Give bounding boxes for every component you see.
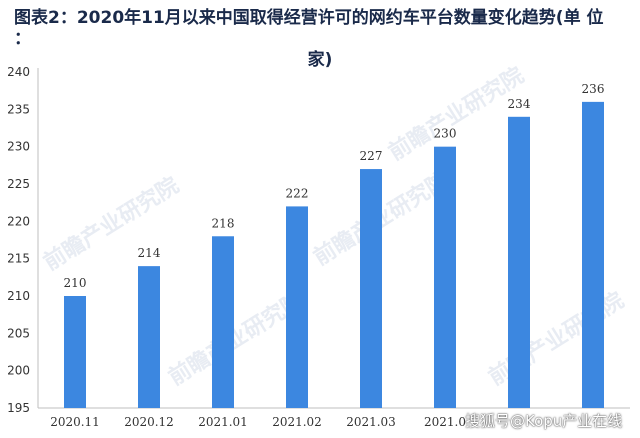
data-label: 210 xyxy=(64,276,87,290)
data-label: 236 xyxy=(582,82,605,96)
data-labels: 210 214 218 222 227 230 234 236 xyxy=(64,82,605,290)
bar xyxy=(212,236,234,408)
chart-title: 图表2：2020年11月以来中国取得经营许可的网约车平台数量变化趋势(单 位 ：… xyxy=(14,8,626,71)
y-tick-label: 200 xyxy=(7,364,30,378)
bar xyxy=(508,116,530,409)
data-label: 227 xyxy=(360,149,383,163)
x-tick-label: 2021.0 xyxy=(424,415,466,429)
bar xyxy=(434,146,456,408)
bar xyxy=(138,266,160,408)
x-tick-label: 2021.01 xyxy=(198,415,248,429)
x-tick-label: 2020.11 xyxy=(50,415,100,429)
y-axis: 195 200 205 210 215 220 225 230 235 240 xyxy=(7,65,39,415)
bar xyxy=(64,296,86,408)
y-tick-label: 215 xyxy=(7,252,30,266)
bar xyxy=(582,101,604,408)
y-tick-label: 240 xyxy=(7,65,30,79)
data-label: 218 xyxy=(212,216,235,230)
y-tick-label: 195 xyxy=(7,401,30,415)
bar xyxy=(360,169,382,408)
chart-title-line2: 家) xyxy=(307,50,333,70)
watermark-text: 前瞻产业研究院 xyxy=(384,62,528,166)
data-label: 222 xyxy=(286,186,309,200)
x-tick-label: 2020.12 xyxy=(124,415,174,429)
data-label: 230 xyxy=(434,127,457,141)
y-tick-label: 205 xyxy=(7,326,30,340)
y-tick-label: 225 xyxy=(7,177,30,191)
y-tick-label: 235 xyxy=(7,102,30,116)
y-tick-label: 230 xyxy=(7,140,30,154)
footer-watermark: 搜狐号@Kopu产业在线 xyxy=(465,412,623,430)
y-tick-label: 220 xyxy=(7,214,30,228)
watermark-text: 前瞻产业研究院 xyxy=(484,287,628,391)
watermarks: 前瞻产业研究院前瞻产业研究院前瞻产业研究院前瞻产业研究院前瞻产业研究院 xyxy=(39,62,628,391)
x-tick-label: 2021.03 xyxy=(346,415,396,429)
x-tick-label: 2021.02 xyxy=(272,415,322,429)
bar xyxy=(286,206,308,408)
y-tick-label: 210 xyxy=(7,289,30,303)
watermark-text: 前瞻产业研究院 xyxy=(39,172,183,276)
data-label: 214 xyxy=(138,246,161,260)
bars xyxy=(64,101,604,409)
data-label: 234 xyxy=(508,97,531,111)
chart-title-line1: 图表2：2020年11月以来中国取得经营许可的网约车平台数量变化趋势(单 位 ： xyxy=(14,8,604,49)
x-axis: 2020.11 2020.12 2021.01 2021.02 2021.03 2021.… xyxy=(38,407,630,429)
